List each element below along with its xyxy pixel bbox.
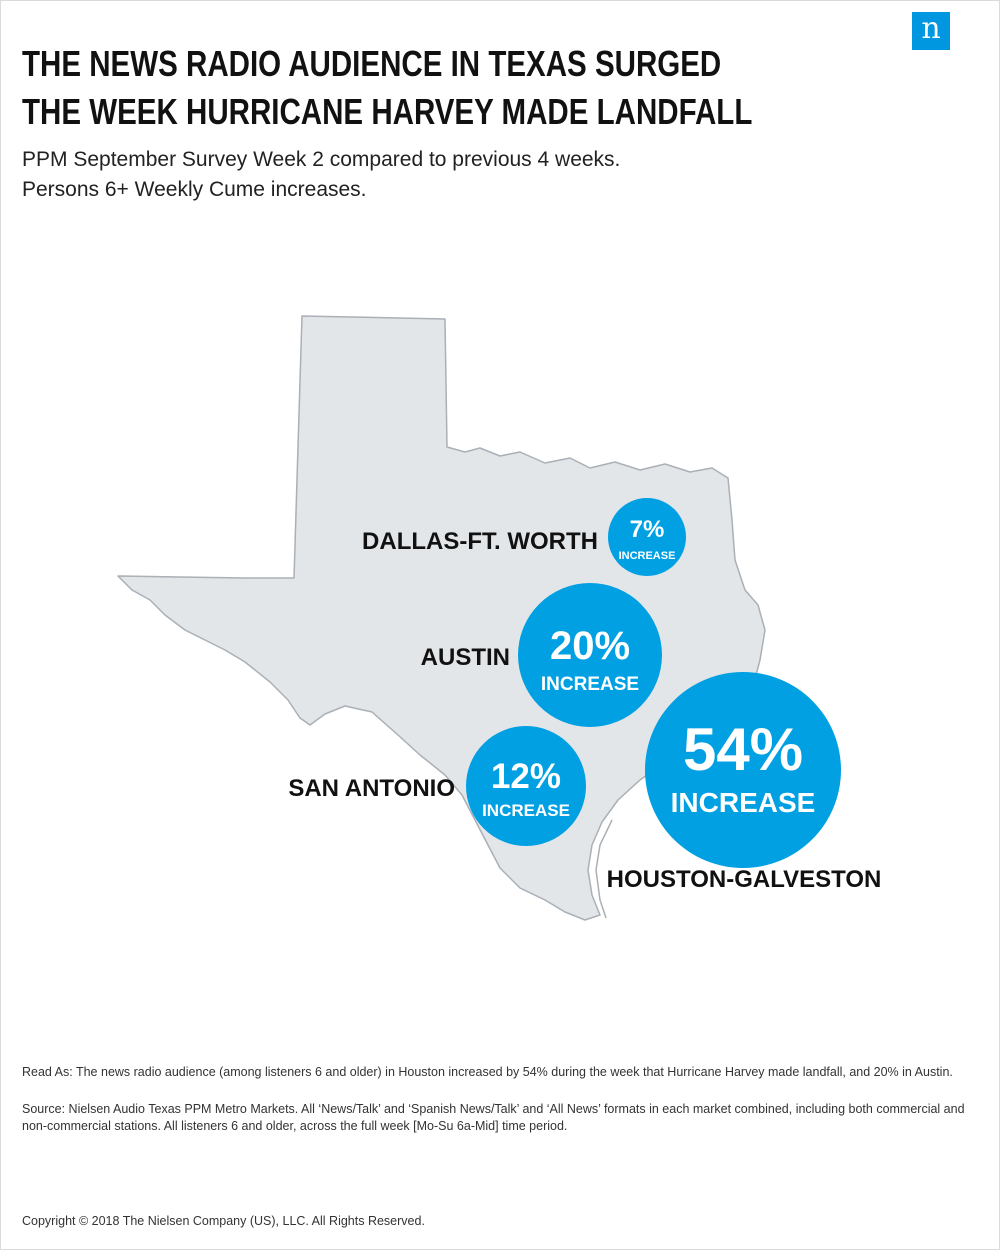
austin-increase-value: 20%	[550, 624, 630, 668]
read-as-note: Read As: The news radio audience (among …	[22, 1065, 953, 1079]
market-houston: 54% INCREASE HOUSTON-GALVESTON	[607, 672, 882, 893]
bubble-dallas	[608, 498, 686, 576]
houston-increase-value: 54%	[683, 716, 803, 783]
austin-increase-label: INCREASE	[541, 674, 639, 695]
market-austin: 20% INCREASE AUSTIN	[421, 583, 662, 727]
bubble-houston	[645, 672, 841, 868]
dallas-increase-value: 7%	[630, 516, 665, 543]
title-line-1: THE NEWS RADIO AUDIENCE IN TEXAS SURGED	[22, 43, 722, 84]
houston-city-label: HOUSTON-GALVESTON	[607, 866, 882, 893]
san-antonio-city-label: SAN ANTONIO	[288, 775, 455, 802]
subtitle-line-1: PPM September Survey Week 2 compared to …	[22, 148, 621, 171]
copyright: Copyright © 2018 The Nielsen Company (US…	[22, 1214, 425, 1228]
austin-city-label: AUSTIN	[421, 644, 510, 671]
nielsen-logo: n	[912, 12, 950, 50]
san-antonio-increase-label: INCREASE	[482, 801, 570, 820]
houston-increase-label: INCREASE	[671, 787, 816, 818]
san-antonio-increase-value: 12%	[491, 757, 561, 796]
bubble-austin	[518, 583, 662, 727]
coastal-island	[595, 819, 613, 919]
source-note: Source: Nielsen Audio Texas PPM Metro Ma…	[22, 1102, 965, 1133]
market-dallas: 7% INCREASE DALLAS-FT. WORTH	[362, 498, 686, 576]
texas-map: 7% INCREASE DALLAS-FT. WORTH 20% INCREAS…	[117, 315, 882, 921]
dallas-city-label: DALLAS-FT. WORTH	[362, 528, 598, 555]
subtitle: PPM September Survey Week 2 compared to …	[22, 145, 620, 205]
subtitle-line-2: Persons 6+ Weekly Cume increases.	[22, 178, 367, 201]
bubble-san-antonio	[466, 726, 586, 846]
page-title: THE NEWS RADIO AUDIENCE IN TEXAS SURGED …	[22, 40, 752, 136]
texas-state-shape	[117, 315, 766, 921]
market-san-antonio: 12% INCREASE SAN ANTONIO	[288, 726, 586, 846]
dallas-increase-label: INCREASE	[619, 550, 676, 562]
title-line-2: THE WEEK HURRICANE HARVEY MADE LANDFALL	[22, 91, 753, 132]
